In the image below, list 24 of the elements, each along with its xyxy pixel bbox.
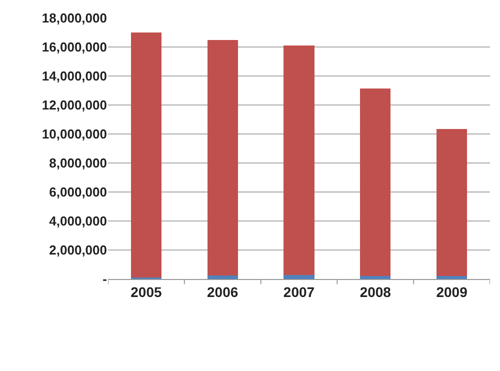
y-tick-label: 6,000,000 — [49, 184, 107, 200]
x-tick-label: 2009 — [436, 284, 468, 300]
bar — [130, 32, 162, 278]
y-tick-label: 8,000,000 — [49, 156, 107, 171]
y-tick-label: - — [102, 272, 107, 287]
bar — [436, 128, 468, 276]
y-tick-label: 10,000,000 — [42, 126, 107, 142]
y-tick-label: 16,000,000 — [42, 40, 107, 55]
bar — [207, 40, 238, 276]
y-tick-label: 18,000,000 — [42, 10, 107, 26]
x-tick-label: 2007 — [283, 284, 315, 300]
bar — [360, 88, 391, 276]
bar — [284, 275, 314, 279]
y-tick-label: 2,000,000 — [49, 242, 107, 258]
y-tick-label: 12,000,000 — [42, 98, 107, 113]
x-tick-label: 2006 — [207, 284, 238, 300]
bar — [360, 276, 391, 279]
y-tick-label: 14,000,000 — [42, 68, 107, 84]
bar — [207, 276, 238, 279]
x-tick-label: 2008 — [360, 284, 392, 300]
bar — [436, 276, 468, 279]
y-tick-label: 4,000,000 — [49, 214, 107, 229]
x-tick-label: 2005 — [130, 284, 162, 300]
bar — [284, 45, 314, 276]
